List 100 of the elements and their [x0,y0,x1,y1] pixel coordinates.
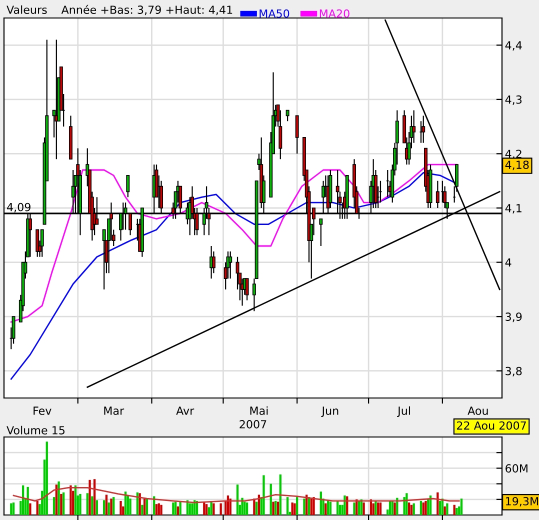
bar [276,502,280,515]
y-tick-label: 4 [505,258,512,267]
bar [329,502,332,515]
text: Valeurs [6,5,47,14]
x-tick-label: Avr [176,406,194,415]
bar [460,498,463,515]
bar [312,497,315,515]
legend-label: MA50 [260,9,290,18]
text: 4,18 [505,160,529,170]
bar [388,500,392,515]
bar [286,497,289,515]
y-tick-label: 3,9 [506,312,522,322]
bar [12,502,15,515]
bar [203,502,206,515]
bar [446,503,448,515]
bar [96,500,98,515]
bar [422,502,424,515]
bar [220,503,222,515]
bar [244,502,246,515]
bar [379,502,382,515]
text: Année +Bas: 3,79 +Haut: 4,41 [61,4,232,16]
bar [456,508,458,515]
bar [410,504,413,515]
y-tick-label: 3,8 [506,366,522,376]
x-tick-label: Mar [104,406,124,415]
bar [179,502,182,515]
candlestick [228,250,232,280]
bar [408,502,410,515]
bar [256,502,258,515]
bar [272,502,274,515]
bar [358,500,360,515]
bar [172,502,174,515]
bar [303,498,306,515]
bar [120,500,122,515]
bar [336,500,339,515]
bar [420,500,422,515]
bar [424,500,427,515]
bar [294,503,296,515]
bar [174,502,177,515]
candlestick [422,115,426,144]
bar [241,498,244,515]
text: 22 Aou 2007 [456,421,526,430]
x-tick-label: Jul [397,406,410,417]
bar [377,502,380,515]
bar [406,493,408,515]
bar [105,494,108,515]
ref-line-label: 4,09 [7,202,30,212]
bar [176,506,180,515]
bar [296,497,298,515]
bar [29,503,32,515]
candlestick [319,218,323,247]
bar [79,494,82,515]
bar [108,502,110,515]
bar [453,504,456,515]
legend-label: MA20 [320,9,350,18]
bar [155,504,158,515]
bar [129,498,132,515]
x-tick-label: Aou [468,406,488,415]
bar [126,496,129,515]
bar [262,475,265,515]
bar [36,500,38,515]
bar [191,503,194,515]
bar [144,498,146,515]
y-tick-label: 4,4 [505,41,522,51]
bar [279,474,282,515]
bar [62,492,65,515]
bar [10,503,12,515]
bar [236,484,239,515]
bar [444,506,446,515]
bar [310,498,312,515]
text: 19,3M [506,496,538,507]
bar [58,481,60,515]
bar [372,503,374,515]
y-tick-label: 4,3 [505,95,522,105]
text: Volume 15 [6,426,65,434]
bar [86,493,88,515]
bar [326,500,330,515]
bar [112,497,115,515]
bar [212,503,215,515]
bar [52,497,56,515]
bar [93,479,96,515]
bar [274,500,277,515]
x-tick-label: Jun [321,406,338,417]
bar [438,500,442,515]
bar [338,504,342,515]
y-tick-label: 4,2 [505,150,522,160]
x-tick-label: Mai [250,406,268,415]
candlestick [436,180,440,209]
bar [188,503,191,515]
bar [158,503,160,515]
x-tick-label: Fev [34,406,52,415]
bar [160,504,162,515]
bar [253,498,256,515]
bar [403,497,406,515]
bar [344,496,346,515]
bar [91,496,94,515]
bar [141,504,144,515]
bar [362,502,365,515]
bar [391,500,394,515]
bar [46,442,48,515]
